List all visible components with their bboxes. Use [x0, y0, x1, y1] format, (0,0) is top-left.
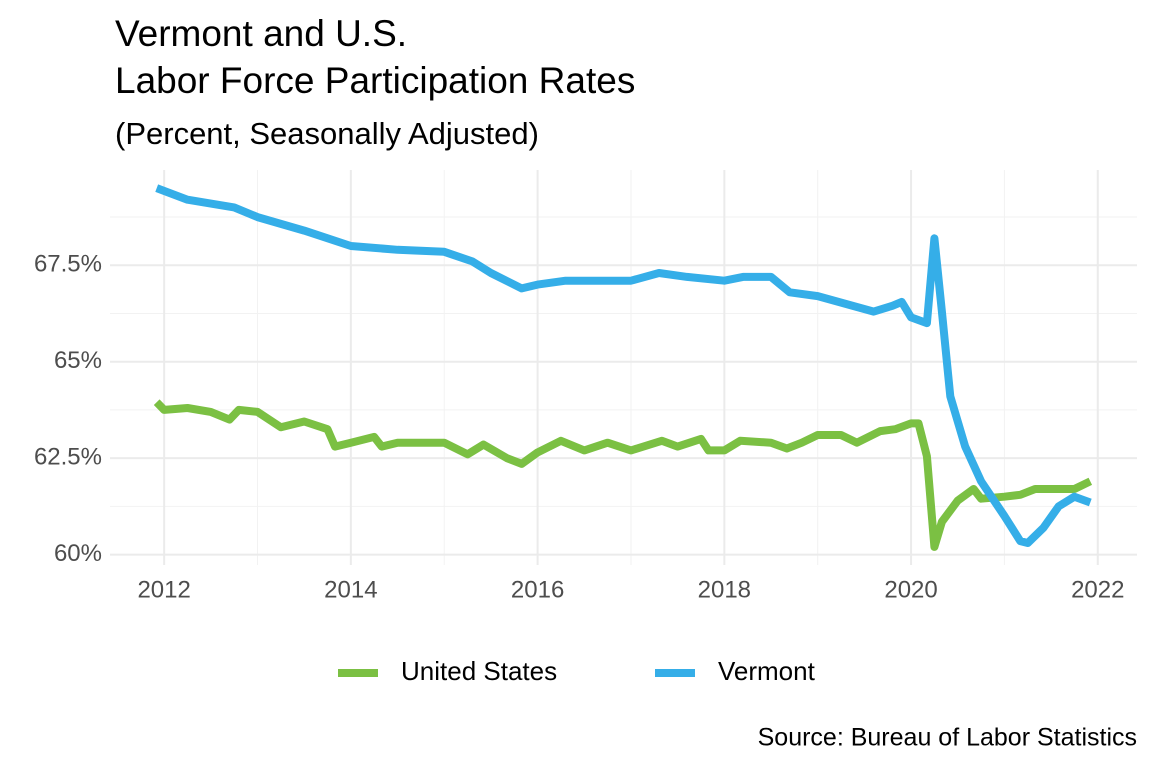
y-tick-label: 62.5%: [34, 443, 102, 470]
chart-subtitle: (Percent, Seasonally Adjusted): [115, 116, 539, 151]
line: [153, 399, 1093, 551]
x-tick-label: 2022: [1071, 576, 1124, 603]
x-tick-label: 2018: [698, 576, 751, 603]
y-tick-label: 60%: [54, 540, 102, 567]
y-tick-label: 67.5%: [34, 251, 102, 278]
x-tick-label: 2012: [137, 576, 190, 603]
legend-label: United States: [401, 656, 557, 686]
y-tick-label: 65%: [54, 347, 102, 374]
caption: Source: Bureau of Labor Statistics: [758, 724, 1137, 752]
line: [155, 184, 1092, 547]
x-tick-label: 2014: [324, 576, 377, 603]
chart-title: Vermont and U.S.: [115, 13, 407, 54]
legend-label: Vermont: [718, 656, 816, 686]
x-tick-label: 2016: [511, 576, 564, 603]
x-tick-label: 2020: [884, 576, 937, 603]
chart-title: Labor Force Participation Rates: [115, 60, 635, 101]
